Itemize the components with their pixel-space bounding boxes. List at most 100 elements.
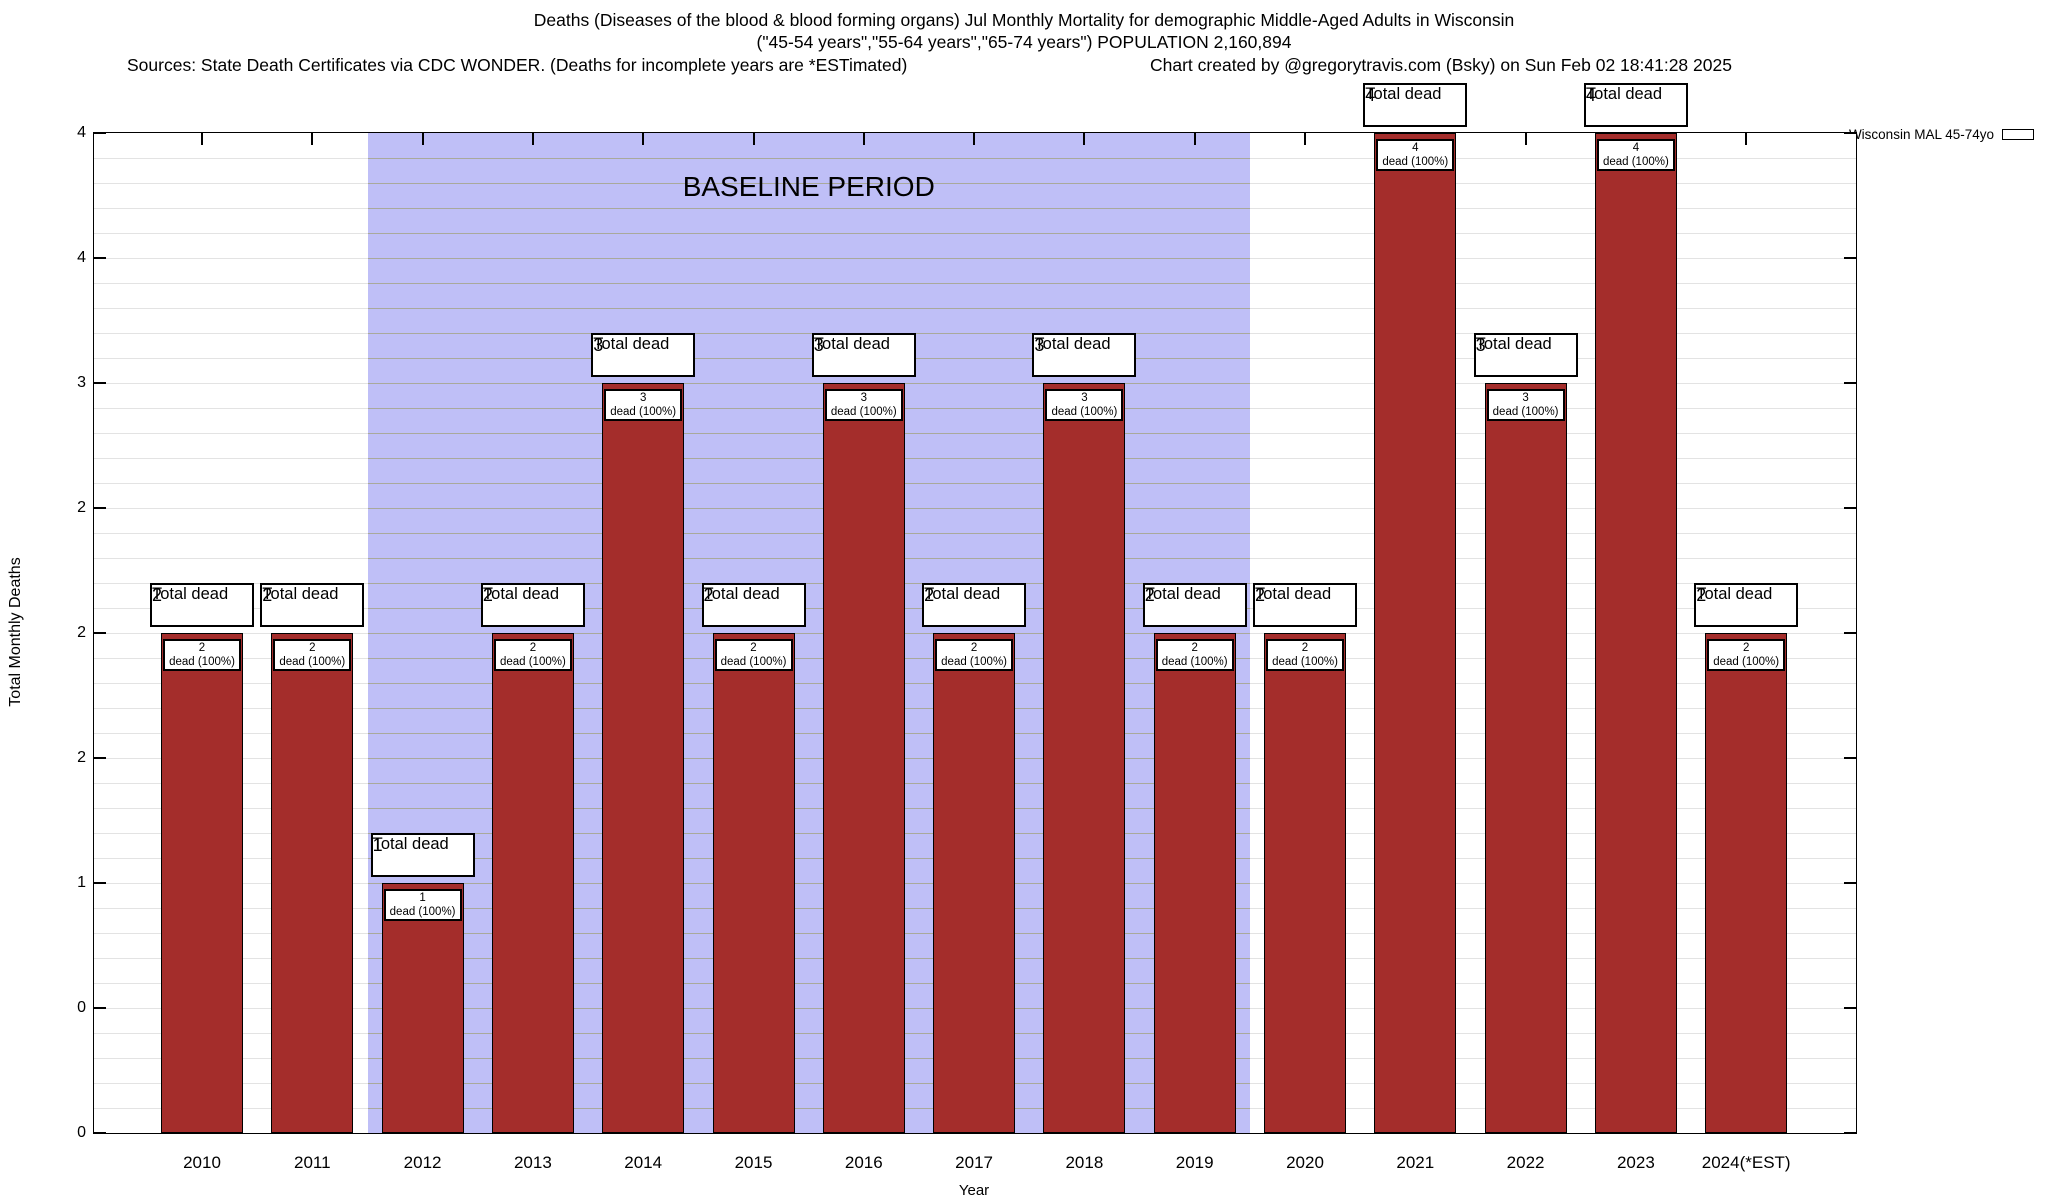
bar-inner-value: 2 bbox=[1191, 642, 1198, 654]
bar-2010: 2 dead (100%) bbox=[161, 633, 243, 1133]
baseline-gridline bbox=[367, 733, 1250, 734]
baseline-gridline bbox=[367, 158, 1250, 159]
bar-inner-value: 3 bbox=[1081, 392, 1088, 404]
y-tick-label: 2 bbox=[77, 624, 86, 641]
bar-inner-value: 4 bbox=[1412, 142, 1419, 154]
bar-total-label-box: 2 Total dead bbox=[150, 583, 254, 627]
bar-total-label-box: 2 Total dead bbox=[1694, 583, 1799, 627]
baseline-gridline bbox=[367, 858, 1250, 859]
y-tick-label: 1 bbox=[77, 874, 86, 891]
bar-total-text: Total dead bbox=[262, 585, 339, 603]
y-major-tick-left bbox=[94, 632, 106, 634]
legend-series-label: Wisconsin MAL 45-74yo bbox=[1848, 127, 1994, 142]
bar-total-text: Total dead bbox=[1585, 85, 1663, 103]
bar-total-label-box: 2 Total dead bbox=[1253, 583, 1357, 627]
x-top-tick bbox=[1745, 133, 1748, 145]
bar-total-value: 4 bbox=[1585, 85, 1596, 105]
y-major-tick-left bbox=[94, 1007, 106, 1009]
x-top-tick bbox=[752, 133, 755, 145]
y-major-tick-right bbox=[1844, 1007, 1856, 1009]
baseline-gridline bbox=[367, 508, 1250, 509]
bar-inner-text: dead (100%) bbox=[169, 655, 235, 668]
bar-total-value: 3 bbox=[593, 335, 604, 355]
bar-2020: 2 dead (100%) bbox=[1264, 633, 1346, 1133]
chart-title: Deaths (Diseases of the blood & blood fo… bbox=[533, 10, 1515, 30]
baseline-gridline bbox=[367, 783, 1250, 784]
bar-inner-label-box: 4 dead (100%) bbox=[1376, 139, 1455, 171]
bar-inner-label-box: 3 dead (100%) bbox=[604, 389, 683, 421]
baseline-gridline bbox=[367, 833, 1250, 834]
bar-inner-value: 3 bbox=[1522, 392, 1529, 404]
bar-2015: 2 dead (100%) bbox=[712, 633, 795, 1133]
y-major-tick-left bbox=[94, 257, 106, 259]
bar-total-value: 1 bbox=[372, 835, 383, 855]
bar-inner-label-box: 3 dead (100%) bbox=[824, 389, 903, 421]
bar-inner-label-box: 2 dead (100%) bbox=[273, 639, 352, 671]
bar-inner-label-box: 3 dead (100%) bbox=[1486, 389, 1565, 421]
y-major-tick-left bbox=[94, 882, 106, 884]
baseline-gridline bbox=[367, 933, 1250, 934]
bar-inner-text: dead (100%) bbox=[1051, 405, 1118, 418]
x-axis-title: Year bbox=[958, 1182, 990, 1199]
baseline-gridline bbox=[367, 408, 1250, 409]
bar-inner-value: 3 bbox=[639, 392, 647, 404]
bar-inner-text: dead (100%) bbox=[941, 655, 1008, 668]
bar-inner-text: dead (100%) bbox=[279, 655, 346, 668]
bar-inner-text: dead (100%) bbox=[1492, 405, 1559, 418]
y-major-tick-right bbox=[1844, 257, 1856, 259]
bar-inner-text: dead (100%) bbox=[499, 655, 566, 668]
y-tick-label: 0 bbox=[77, 999, 86, 1016]
bar-inner-value: 1 bbox=[419, 892, 426, 904]
y-tick-label: 4 bbox=[77, 249, 86, 266]
baseline-gridline bbox=[367, 183, 1250, 184]
bar-inner-label-box: 4 dead (100%) bbox=[1596, 139, 1675, 171]
bar-total-text: Total dead bbox=[1365, 85, 1442, 103]
bar-2024(*EST): 2 dead (100%) bbox=[1705, 633, 1788, 1133]
bar-total-label-box: 3 Total dead bbox=[591, 333, 696, 377]
bar-total-label-box: 2 Total dead bbox=[1142, 583, 1247, 627]
baseline-gridline bbox=[367, 533, 1250, 534]
bar-total-label-box: 2 Total dead bbox=[260, 583, 365, 627]
bar-total-value: 3 bbox=[813, 335, 824, 355]
baseline-gridline bbox=[367, 283, 1250, 284]
y-major-tick-left bbox=[94, 507, 106, 509]
y-tick-label: 0 bbox=[77, 1124, 86, 1141]
y-tick-label: 2 bbox=[77, 749, 86, 766]
baseline-gridline bbox=[367, 608, 1250, 609]
bar-inner-value: 2 bbox=[309, 642, 316, 654]
bar-total-value: 2 bbox=[482, 585, 493, 605]
bar-inner-label-box: 2 dead (100%) bbox=[1155, 639, 1234, 671]
y-tick-label: 4 bbox=[77, 124, 86, 141]
x-tick-label-2022: 2022 bbox=[1506, 1153, 1545, 1172]
x-tick-label-2024(*EST): 2024(*EST) bbox=[1701, 1153, 1791, 1172]
baseline-gridline bbox=[367, 908, 1250, 909]
bar-total-label-box: 2 Total dead bbox=[701, 583, 806, 627]
baseline-gridline bbox=[367, 883, 1250, 884]
baseline-gridline bbox=[367, 1083, 1250, 1084]
baseline-gridline bbox=[367, 683, 1250, 684]
bar-total-label-box: 2 Total dead bbox=[480, 583, 585, 627]
bar-inner-label-box: 2 dead (100%) bbox=[1707, 639, 1786, 671]
y-major-tick-right bbox=[1844, 882, 1856, 884]
bar-2018: 3 dead (100%) bbox=[1043, 383, 1126, 1133]
bar-inner-value: 2 bbox=[198, 642, 206, 654]
bar-total-value: 2 bbox=[1144, 585, 1155, 605]
bar-inner-text: dead (100%) bbox=[720, 655, 787, 668]
baseline-gridline bbox=[367, 1033, 1250, 1034]
bar-2022: 3 dead (100%) bbox=[1484, 383, 1567, 1133]
x-tick-label-2021: 2021 bbox=[1396, 1153, 1435, 1172]
bar-total-text: Total dead bbox=[703, 585, 780, 603]
bar-inner-value: 4 bbox=[1632, 142, 1640, 154]
baseline-gridline bbox=[367, 633, 1250, 634]
baseline-gridline bbox=[367, 383, 1250, 384]
baseline-gridline bbox=[367, 433, 1250, 434]
baseline-gridline bbox=[367, 1008, 1250, 1009]
baseline-gridline bbox=[367, 458, 1250, 459]
bar-2016: 3 dead (100%) bbox=[822, 383, 905, 1133]
bar-total-value: 4 bbox=[1365, 85, 1376, 105]
baseline-gridline bbox=[367, 333, 1250, 334]
bar-total-value: 2 bbox=[924, 585, 935, 605]
bar-2012: 1 dead (100%) bbox=[381, 883, 464, 1133]
baseline-gridline bbox=[367, 1058, 1250, 1059]
baseline-period-label: BASELINE PERIOD bbox=[682, 171, 935, 202]
